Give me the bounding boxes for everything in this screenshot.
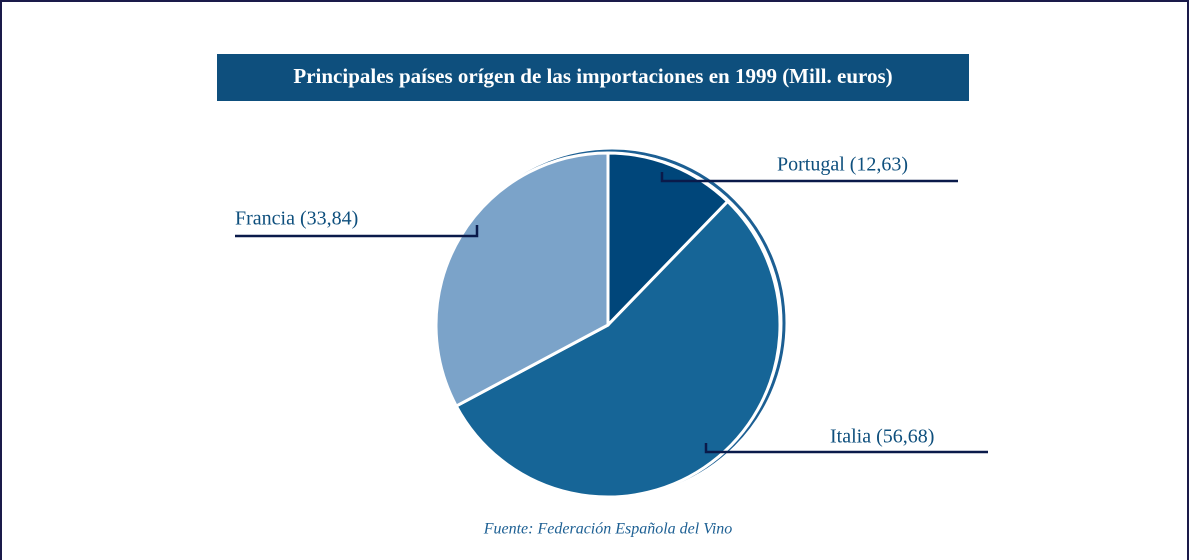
leader-line bbox=[235, 225, 479, 238]
slice-label: Portugal (12,63) bbox=[777, 154, 908, 176]
leader-line bbox=[704, 443, 988, 454]
slice-label: Francia (33,84) bbox=[235, 208, 358, 230]
chart-title: Principales países orígen de las importa… bbox=[293, 64, 892, 88]
pie-slice bbox=[606, 151, 730, 329]
source: Fuente: Federación Española del Vino bbox=[483, 521, 733, 538]
slice-label: Italia (56,68) bbox=[830, 426, 934, 448]
title-box bbox=[217, 54, 969, 101]
pie-slice bbox=[454, 199, 782, 499]
leader-line bbox=[660, 172, 958, 183]
